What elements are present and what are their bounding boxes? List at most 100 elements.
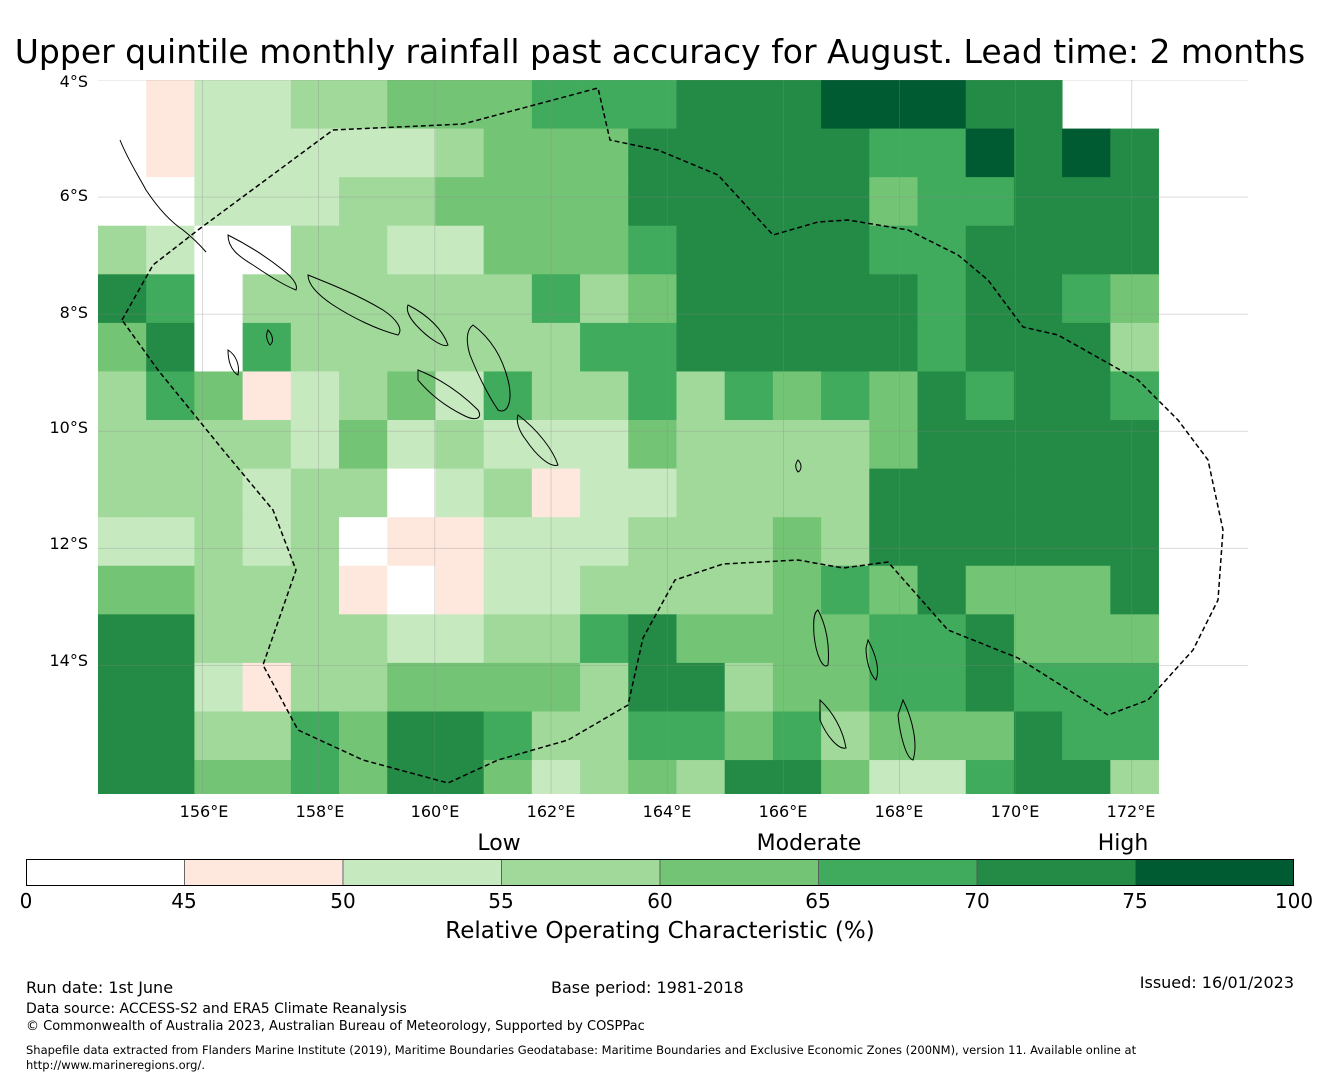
grid-cell bbox=[821, 760, 870, 794]
grid-cell bbox=[242, 371, 292, 421]
grid-cell bbox=[1013, 371, 1063, 421]
grid-cell bbox=[917, 80, 967, 129]
grid-cell bbox=[821, 662, 870, 712]
grid-cell bbox=[435, 225, 485, 275]
colorbar-tick-65: 65 bbox=[805, 889, 831, 913]
grid-cell bbox=[339, 177, 388, 227]
grid-cell bbox=[772, 322, 822, 372]
grid-cell bbox=[1013, 614, 1063, 664]
grid-cell bbox=[387, 517, 436, 567]
grid-cell bbox=[676, 760, 726, 794]
grid-cell bbox=[1110, 711, 1159, 761]
grid-cell bbox=[580, 565, 629, 615]
colorbar-segment bbox=[184, 859, 344, 886]
lon-tick-172e: 172°E bbox=[1106, 802, 1156, 821]
grid-cell bbox=[387, 565, 436, 615]
lat-tick-10s: 10°S bbox=[49, 418, 88, 437]
grid-cell bbox=[194, 468, 244, 518]
grid-cell bbox=[1110, 420, 1159, 470]
grid-cell bbox=[724, 80, 774, 129]
eez-boundaries bbox=[121, 87, 1224, 784]
grid-cell bbox=[772, 225, 822, 275]
grid-cell bbox=[98, 565, 147, 615]
data-source: Data source: ACCESS-S2 and ERA5 Climate … bbox=[26, 1001, 407, 1017]
grid-cell bbox=[242, 420, 292, 470]
grid-cell bbox=[435, 565, 485, 615]
shapefile-credit-line2: http://www.marineregions.org/. bbox=[26, 1058, 205, 1072]
grid-cell bbox=[580, 80, 629, 129]
grid-cell bbox=[290, 128, 340, 178]
grid-cell bbox=[1110, 517, 1159, 567]
grid-cell bbox=[483, 177, 533, 227]
grid-cell bbox=[628, 225, 677, 275]
grid-cell bbox=[869, 322, 918, 372]
grid-cell bbox=[290, 225, 340, 275]
grid-cell bbox=[628, 274, 677, 324]
grid-cell bbox=[146, 662, 195, 712]
grid-cell bbox=[965, 80, 1015, 129]
grid-cell bbox=[435, 614, 485, 664]
grid-cell bbox=[1013, 711, 1063, 761]
grid-cell bbox=[483, 614, 533, 664]
roc-colorbar bbox=[26, 859, 1294, 886]
grid-cell bbox=[580, 760, 629, 794]
grid-cell bbox=[580, 614, 629, 664]
grid-cell bbox=[821, 322, 870, 372]
shapefile-credit-line1: Shapefile data extracted from Flanders M… bbox=[26, 1043, 1137, 1057]
grid-cell bbox=[435, 177, 485, 227]
grid-cell bbox=[772, 711, 822, 761]
grid-cell bbox=[531, 80, 581, 129]
issued-date: Issued: 16/01/2023 bbox=[1139, 973, 1294, 992]
roc-grid-cells bbox=[98, 80, 1159, 794]
grid-cell bbox=[1013, 760, 1063, 794]
grid-cell bbox=[290, 274, 340, 324]
grid-cell bbox=[242, 128, 292, 178]
grid-cell bbox=[242, 711, 292, 761]
grid-cell bbox=[1110, 225, 1159, 275]
grid-cell bbox=[965, 760, 1015, 794]
grid-cell bbox=[98, 760, 147, 794]
grid-cell bbox=[772, 371, 822, 421]
colorbar-segment bbox=[818, 859, 978, 886]
grid-cell bbox=[724, 517, 774, 567]
grid-cell bbox=[98, 614, 147, 664]
grid-cell bbox=[628, 614, 677, 664]
grid-cell bbox=[98, 420, 147, 470]
grid-cell bbox=[194, 711, 244, 761]
grid-cell bbox=[98, 371, 147, 421]
colorbar-segment bbox=[659, 859, 819, 886]
grid-cell bbox=[580, 274, 629, 324]
grid-cell bbox=[917, 177, 967, 227]
grid-cell bbox=[917, 128, 967, 178]
grid-cell bbox=[194, 225, 244, 275]
grid-cell bbox=[869, 662, 918, 712]
grid-cell bbox=[531, 468, 581, 518]
colorbar-tick-70: 70 bbox=[964, 889, 990, 913]
grid-cell bbox=[965, 225, 1015, 275]
grid-cell bbox=[676, 662, 726, 712]
grid-cell bbox=[821, 274, 870, 324]
grid-cell bbox=[290, 614, 340, 664]
grid-cell bbox=[242, 565, 292, 615]
grid-cell bbox=[435, 468, 485, 518]
grid-cell bbox=[290, 565, 340, 615]
colorbar-tick-75: 75 bbox=[1122, 889, 1148, 913]
grid-cell bbox=[531, 371, 581, 421]
grid-cell bbox=[724, 420, 774, 470]
grid-cell bbox=[580, 177, 629, 227]
grid-cell bbox=[676, 177, 726, 227]
grid-cell bbox=[483, 80, 533, 129]
colorbar-segment bbox=[501, 859, 661, 886]
grid-cell bbox=[531, 420, 581, 470]
grid-cell bbox=[483, 322, 533, 372]
grid-cell bbox=[772, 128, 822, 178]
grid-cell bbox=[676, 80, 726, 129]
grid-cell bbox=[339, 760, 388, 794]
coastlines bbox=[119, 139, 916, 761]
grid-cell bbox=[821, 371, 870, 421]
grid-cell bbox=[1013, 274, 1063, 324]
grid-cell bbox=[483, 760, 533, 794]
grid-cell bbox=[387, 80, 436, 129]
grid-cell bbox=[869, 80, 918, 129]
grid-cell bbox=[290, 322, 340, 372]
